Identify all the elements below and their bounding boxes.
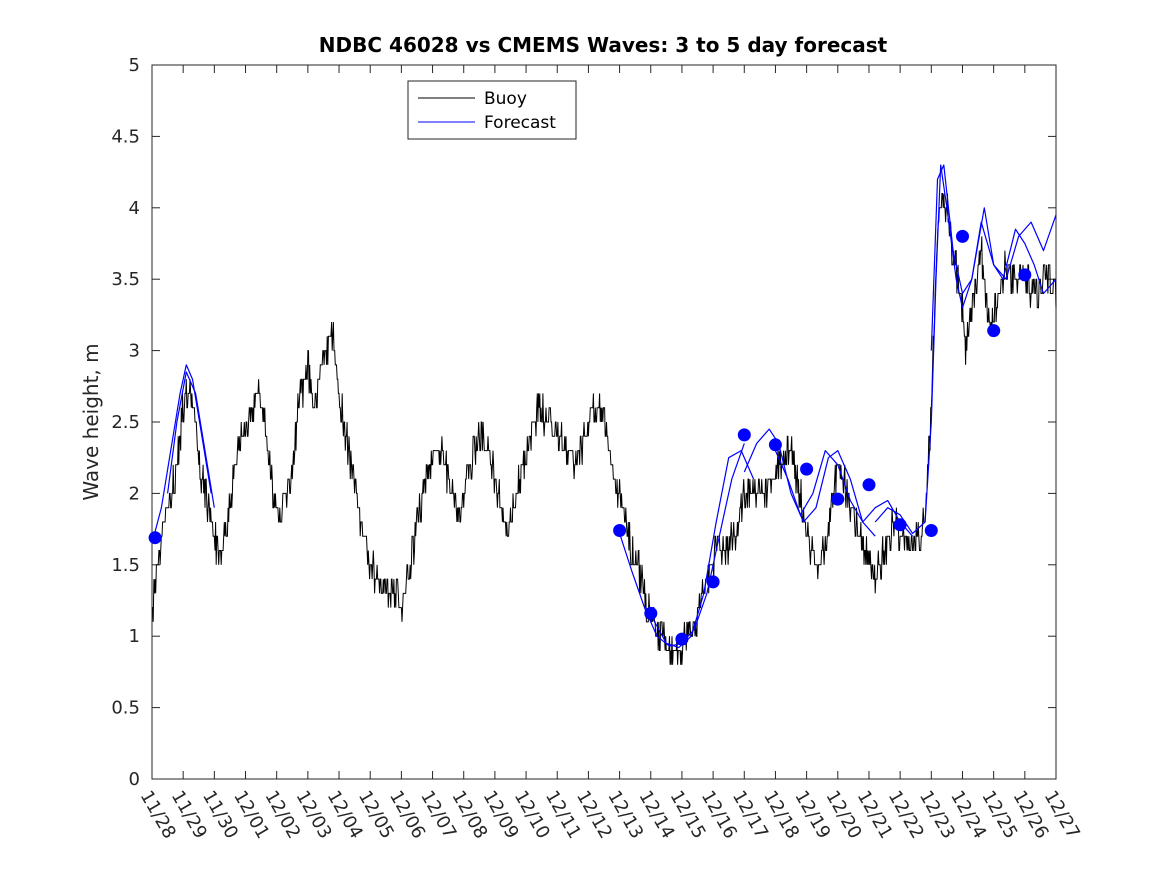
forecast-marker (893, 518, 907, 532)
forecast-marker (644, 606, 658, 620)
forecast-marker (924, 524, 938, 537)
y-tick-label: 0 (129, 769, 140, 790)
forecast-series-line (774, 450, 914, 537)
y-axis: 0 0.5 1 1.5 2 2.5 3 3.5 4 4.5 5 (111, 55, 1056, 790)
forecast-marker (675, 632, 689, 646)
forecast-marker (956, 229, 969, 243)
legend: Buoy Forecast (407, 80, 577, 140)
y-tick-label: 1 (129, 626, 140, 647)
y-axis-label: Wave height, m (79, 343, 103, 500)
forecast-marker (613, 524, 627, 537)
axes-box (151, 64, 1057, 780)
forecast-marker (1018, 268, 1032, 282)
y-tick-label: 2 (129, 483, 140, 504)
legend-buoy-label: Buoy (484, 89, 527, 109)
y-tick-label: 4.5 (111, 126, 140, 147)
forecast-marker (148, 531, 162, 545)
forecast-marker (706, 575, 720, 589)
legend-box (407, 80, 577, 140)
y-tick-label: 0.5 (111, 698, 140, 719)
forecast-marker (800, 462, 814, 476)
forecast-marker (862, 478, 876, 492)
y-tick-label: 3.5 (111, 269, 140, 290)
y-tick-label: 3 (129, 341, 140, 362)
forecast-marker (768, 438, 782, 452)
forecast-marker (987, 324, 1001, 338)
forecast-marker (737, 428, 751, 442)
buoy-series-line (152, 193, 1057, 665)
y-tick-label: 1.5 (111, 555, 140, 576)
y-tick-label: 4 (129, 198, 140, 219)
forecast-series-line (151, 364, 212, 544)
legend-forecast-label: Forecast (484, 113, 556, 133)
series-layer (148, 164, 1057, 665)
chart-title: NDBC 46028 vs CMEMS Waves: 3 to 5 day fo… (319, 33, 888, 57)
forecast-series-line (650, 450, 755, 649)
forecast-series-line (874, 164, 1057, 534)
forecast-marker (831, 492, 845, 506)
forecast-series-line (930, 164, 1057, 351)
y-tick-label: 2.5 (111, 412, 140, 433)
forecast-series-line (743, 428, 876, 537)
y-tick-label: 5 (129, 55, 140, 76)
forecast-series-line (167, 371, 215, 508)
plot-area (151, 64, 1057, 780)
